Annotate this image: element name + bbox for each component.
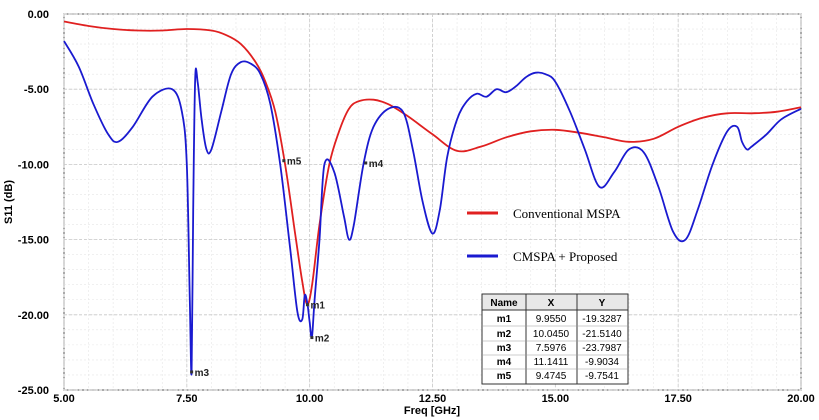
- x-tick-label: 12.50: [419, 393, 447, 405]
- marker-point: [305, 303, 309, 307]
- marker-table-header-row: [481, 293, 629, 311]
- legend-label-conventional: Conventional MSPA: [513, 206, 621, 221]
- x-tick-label: 20.00: [787, 393, 815, 405]
- y-axis-ticks: 0.00 -5.00 -10.00 -15.00 -20.00 -25.00: [18, 9, 49, 397]
- marker-table-row: m2 10.0450 -21.5140: [482, 329, 628, 342]
- marker-table-row: m3 7.5976 -23.7987: [482, 343, 628, 356]
- y-tick-label: -15.00: [18, 235, 49, 247]
- y-tick-label: -10.00: [18, 159, 49, 171]
- series-line-conventional: [63, 20, 802, 306]
- marker-table-cell: 10.0450: [533, 329, 570, 340]
- marker-point: [310, 336, 314, 340]
- marker-table-header-y: Y: [599, 298, 606, 309]
- x-tick-label: 7.50: [176, 393, 197, 405]
- legend: Conventional MSPA CMSPA + Proposed: [467, 206, 621, 264]
- marker-label: m2: [315, 334, 330, 345]
- marker-label: m4: [369, 159, 384, 170]
- marker-table-cell: m4: [497, 357, 512, 368]
- marker-point: [282, 159, 286, 163]
- y-tick-label: -20.00: [18, 310, 49, 322]
- marker-table-cell: m1: [497, 314, 512, 325]
- y-tick-label: -25.00: [18, 385, 49, 397]
- marker-table-cell: -9.7541: [585, 371, 619, 382]
- marker-table-header-name: Name: [490, 298, 518, 309]
- marker-table-row: m1 9.9550 -19.3287: [482, 314, 628, 327]
- marker-table-cell: 9.4745: [536, 371, 567, 382]
- marker-table-cell: m5: [497, 371, 512, 382]
- marker-table-cell: -9.9034: [585, 357, 619, 368]
- marker-table-cell: 7.5976: [536, 343, 567, 354]
- y-tick-label: 0.00: [28, 9, 49, 21]
- marker-point: [364, 161, 368, 165]
- legend-label-proposed: CMSPA + Proposed: [513, 249, 618, 264]
- marker-table-cell: 9.9550: [536, 314, 567, 325]
- marker-table-row: m5 9.4745 -9.7541: [497, 371, 620, 382]
- marker-label: m1: [310, 301, 325, 312]
- x-axis-label: Freq [GHz]: [404, 405, 461, 417]
- grid: [63, 13, 802, 391]
- marker-table-row: m4 11.1411 -9.9034: [482, 357, 628, 370]
- marker-point: [190, 370, 194, 374]
- y-tick-label: -5.00: [24, 84, 49, 96]
- marker-table-cell: -21.5140: [582, 329, 622, 340]
- marker-table-cell: 11.1411: [534, 357, 569, 368]
- marker-table-cell: m2: [497, 329, 512, 340]
- marker-table: Name X Y m1 9.9550 -19.3287 m2 10.0450 -…: [481, 293, 629, 385]
- marker-table-cell: -19.3287: [582, 314, 622, 325]
- x-axis-ticks: 5.00 7.50 10.00 12.50 15.00 17.50 20.00: [53, 393, 814, 405]
- marker-table-header-x: X: [548, 298, 555, 309]
- x-tick-label: 15.00: [542, 393, 570, 405]
- x-tick-label: 17.50: [664, 393, 692, 405]
- marker-layer: m1 m2 m3 m4 m5: [190, 157, 384, 379]
- y-axis-label: S11 (dB): [3, 180, 15, 224]
- x-tick-label: 10.00: [296, 393, 324, 405]
- marker-label: m5: [287, 157, 302, 168]
- marker-label: m3: [195, 368, 210, 379]
- x-tick-label: 5.00: [53, 393, 74, 405]
- series-line-proposed: [63, 40, 802, 376]
- marker-table-cell: -23.7987: [582, 343, 622, 354]
- series-layer: [63, 20, 802, 376]
- marker-table-cell: m3: [497, 343, 512, 354]
